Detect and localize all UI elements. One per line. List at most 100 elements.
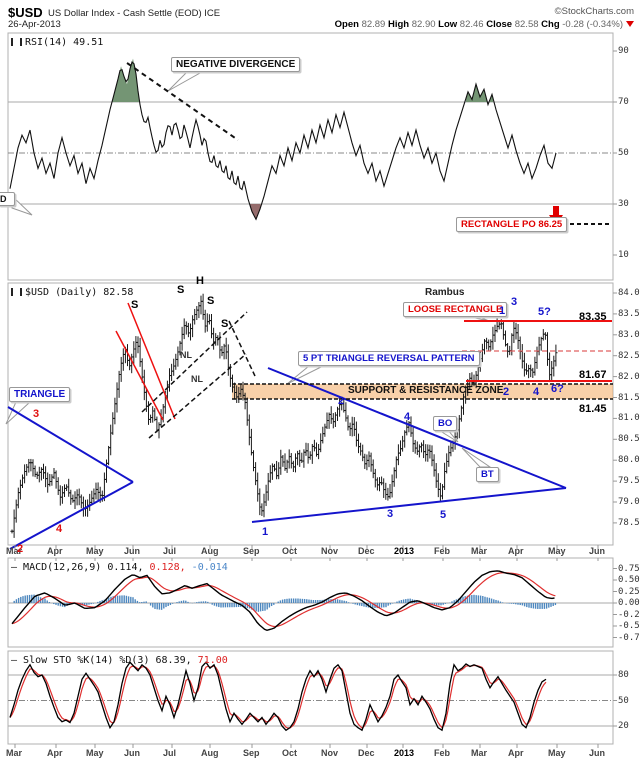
month-label: Jun bbox=[124, 748, 141, 758]
wave-number-blue: 3 bbox=[387, 508, 394, 520]
month-label: Sep bbox=[243, 546, 260, 556]
price-level-label: 81.45 bbox=[579, 403, 607, 415]
price-axis-label: 83.0 bbox=[618, 329, 640, 340]
head-shoulders-label: S bbox=[207, 295, 215, 307]
month-label: Nov bbox=[321, 546, 339, 556]
support-resistance-zone-label: SUPPORT & RESISTANCE ZONE bbox=[348, 385, 504, 396]
triangle-upper bbox=[7, 406, 134, 483]
price-axis-label: 82.5 bbox=[618, 350, 640, 361]
month-label: Jul bbox=[163, 748, 177, 758]
head-shoulders-label: S bbox=[131, 299, 139, 311]
sto-axis-label: 50 bbox=[618, 695, 629, 706]
sto-axis-label: 80 bbox=[618, 670, 629, 680]
month-label: Mar bbox=[6, 748, 23, 758]
month-label: May bbox=[548, 546, 566, 556]
month-label: Jul bbox=[163, 546, 177, 556]
wave-number-blue: 4 bbox=[533, 386, 540, 398]
price-axis-label: 84.0 bbox=[618, 288, 640, 298]
macd-axis-label: 0.50 bbox=[618, 575, 640, 585]
chart-type-icon bbox=[11, 288, 22, 296]
month-label: Jun bbox=[589, 748, 606, 758]
macd-axis-label: 0.75 bbox=[618, 563, 640, 574]
macd-hist-value: -0.014 bbox=[191, 562, 228, 573]
stockcharts-credit: ©StockCharts.com bbox=[554, 6, 634, 17]
rsi-axis-label: 90 bbox=[618, 46, 629, 56]
loose-rectangle-callout: LOOSE RECTANGLE bbox=[403, 302, 508, 317]
month-label: May bbox=[86, 546, 104, 556]
wave-number-blue: 5? bbox=[538, 306, 551, 318]
triangle-lower bbox=[9, 481, 134, 550]
head-shoulders-label: H bbox=[196, 275, 204, 287]
negdiv-tail bbox=[167, 72, 202, 92]
chg-down-arrow-icon bbox=[626, 21, 634, 27]
macd-legend: — MACD(12,26,9) 0.114, 0.128, -0.014 bbox=[11, 562, 228, 573]
neckline-2 bbox=[148, 353, 247, 439]
wave-number-red: 3 bbox=[33, 408, 40, 420]
price-axis-label: 78.5 bbox=[618, 517, 640, 528]
shoulder-trendline bbox=[228, 320, 256, 377]
month-label: Aug bbox=[201, 748, 219, 758]
month-label: 2013 bbox=[394, 748, 415, 758]
head-shoulders-label: NL bbox=[180, 350, 192, 360]
rsi-axis-label: 30 bbox=[618, 199, 629, 209]
po-down-arrow-icon bbox=[549, 206, 563, 226]
chart-type-icon bbox=[11, 38, 22, 46]
month-label: May bbox=[86, 748, 104, 758]
month-label: Oct bbox=[282, 748, 298, 758]
macd-value: 0.114, bbox=[107, 562, 144, 573]
rsi-axis-label: 10 bbox=[618, 250, 629, 260]
big-triangle-lower bbox=[251, 487, 567, 523]
wave-number-blue: 2 bbox=[503, 386, 510, 398]
price-level-label: 83.35 bbox=[579, 311, 607, 323]
month-label: Mar bbox=[471, 748, 488, 758]
month-label: Aug bbox=[201, 546, 219, 556]
month-label: Jun bbox=[124, 546, 141, 556]
rsi-axis-label: 70 bbox=[618, 97, 629, 107]
macd-axis-label: 0.25 bbox=[618, 586, 640, 597]
month-label: Dec bbox=[358, 748, 375, 758]
wave-number-blue: 2 bbox=[338, 395, 345, 407]
head-shoulders-label: S bbox=[221, 318, 229, 330]
month-label: Apr bbox=[508, 546, 524, 556]
symbol-title: $USD bbox=[8, 5, 43, 20]
wave-number-blue: 1 bbox=[499, 305, 506, 317]
close-label: Close bbox=[486, 19, 513, 30]
cut-off-callout: D bbox=[0, 192, 15, 206]
chg-label: Chg bbox=[541, 19, 560, 30]
wave-number-blue: 5 bbox=[440, 509, 447, 521]
price-level-label: 81.67 bbox=[579, 369, 607, 381]
neckline-1 bbox=[141, 311, 248, 413]
price-axis-label: 83.5 bbox=[618, 308, 640, 319]
macd-axis-label: 0.00 bbox=[618, 598, 640, 608]
sto-k-value: 68.39, bbox=[155, 655, 192, 666]
month-label: Oct bbox=[282, 546, 298, 556]
month-label: Mar bbox=[471, 546, 488, 556]
low-label: Low bbox=[438, 19, 458, 30]
macd-axis-label: -0.50 bbox=[618, 621, 640, 631]
rambus-label: Rambus bbox=[425, 287, 465, 298]
month-label: Apr bbox=[47, 748, 63, 758]
low-value: 82.46 bbox=[459, 19, 484, 30]
wave-number-blue: 4 bbox=[404, 411, 411, 423]
price-axis-label: 79.5 bbox=[618, 476, 640, 487]
macd-axis-label: -0.75 bbox=[618, 632, 640, 643]
price-legend: $USD (Daily) 82.58 bbox=[11, 287, 133, 298]
price-axis-label: 81.5 bbox=[618, 392, 640, 403]
rsi-divergence bbox=[126, 62, 239, 141]
rsi-legend-text: RSI(14) 49.51 bbox=[25, 37, 104, 48]
sto-legend: — Slow STO %K(14) %D(3) 68.39, 71.00 bbox=[11, 655, 228, 666]
macd-label: MACD(12,26,9) bbox=[23, 562, 102, 573]
month-label: Dec bbox=[358, 546, 375, 556]
open-label: Open bbox=[334, 19, 359, 30]
open-value: 82.89 bbox=[361, 19, 386, 30]
month-label: Apr bbox=[508, 748, 524, 758]
price-axis-label: 80.0 bbox=[618, 455, 640, 466]
month-label: 2013 bbox=[394, 546, 415, 556]
sto-d-value: 71.00 bbox=[197, 655, 228, 666]
wave-number-blue: 3 bbox=[511, 296, 518, 308]
head-shoulders-label: S bbox=[177, 284, 185, 296]
breakout-callout: BO bbox=[433, 416, 458, 431]
red-channel-1 bbox=[115, 330, 164, 421]
